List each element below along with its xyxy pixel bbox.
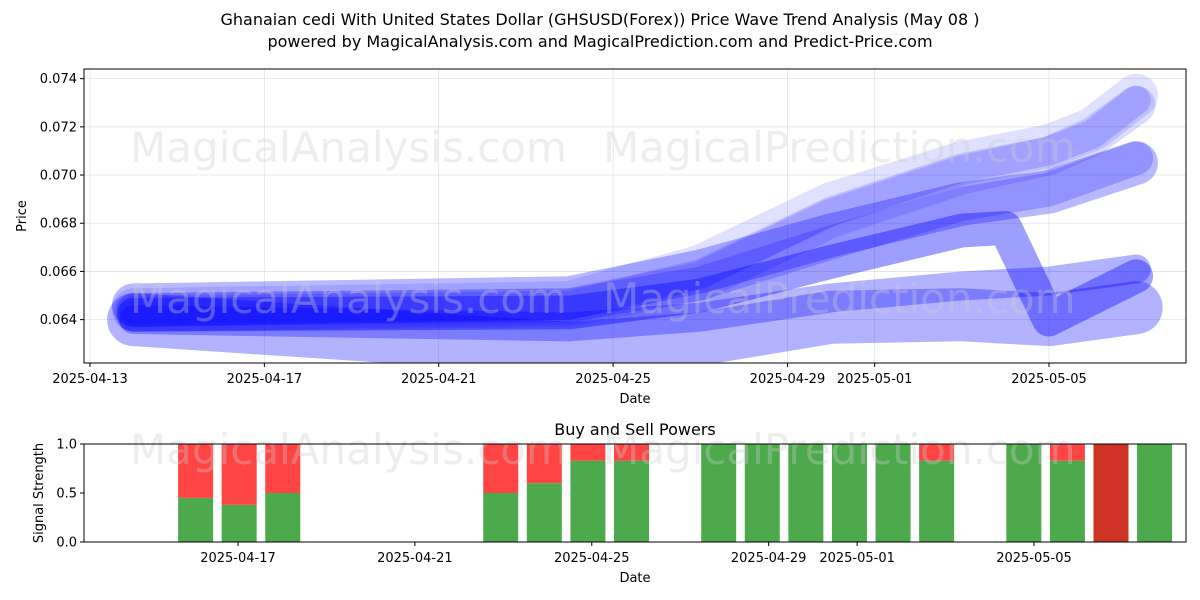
sell-bar bbox=[526, 444, 562, 484]
signal-x-tick-label: 2025-04-17 bbox=[200, 551, 276, 566]
signal-x-ticks: 2025-04-17 2025-04-21 2025-04-25 2025-04-29… bbox=[200, 542, 1072, 566]
buy-bar bbox=[1006, 444, 1042, 542]
buy-bar bbox=[614, 460, 649, 542]
sell-bar bbox=[483, 444, 519, 493]
price-x-tick-label: 2025-04-13 bbox=[52, 372, 128, 387]
price-y-tick-label: 0.072 bbox=[40, 120, 77, 135]
price-x-tick-label: 2025-04-17 bbox=[227, 372, 303, 387]
signal-x-tick-label: 2025-05-05 bbox=[996, 551, 1072, 566]
sell-bar bbox=[221, 444, 257, 505]
buy-bar bbox=[265, 493, 301, 542]
price-waves bbox=[107, 73, 1163, 363]
price-x-tick-label: 2025-04-29 bbox=[750, 372, 826, 387]
buy-bar bbox=[919, 460, 955, 542]
watermark-right-bottom: MagicalPrediction.com bbox=[603, 425, 1076, 474]
sell-bar bbox=[1049, 444, 1085, 461]
sell-bar bbox=[570, 444, 606, 461]
sell-bar bbox=[265, 444, 301, 493]
wave-band-5 bbox=[116, 211, 1154, 337]
buy-bar bbox=[178, 497, 214, 542]
price-x-ticks: 2025-04-13 2025-04-17 2025-04-21 2025-04-25… bbox=[52, 363, 1087, 387]
price-grid bbox=[84, 69, 1186, 363]
price-x-tick-label: 2025-04-21 bbox=[401, 372, 477, 387]
price-y-axis-label: Price bbox=[15, 200, 30, 232]
buy-bar bbox=[831, 444, 867, 542]
chart-subtitle: powered by MagicalAnalysis.com and Magic… bbox=[267, 32, 933, 51]
price-y-tick-label: 0.064 bbox=[40, 313, 77, 328]
signal-y-axis-label: Signal Strength bbox=[32, 443, 47, 543]
wave-band-1 bbox=[114, 85, 1156, 332]
buy-bar bbox=[1049, 460, 1085, 542]
signal-panel: Buy and Sell Powers MagicalAnalysis.com … bbox=[32, 420, 1187, 586]
watermark-right-top: MagicalPrediction.com bbox=[603, 123, 1076, 172]
buy-bar bbox=[1137, 444, 1173, 542]
signal-y-ticks: 0.0 0.5 1.0 bbox=[56, 438, 84, 551]
price-y-tick-label: 0.066 bbox=[40, 265, 77, 280]
chart-title: Ghanaian cedi With United States Dollar … bbox=[220, 10, 980, 29]
watermark-right-mid: MagicalPrediction.com bbox=[603, 274, 1076, 323]
signal-x-tick-label: 2025-04-21 bbox=[377, 551, 453, 566]
signal-x-tick-label: 2025-04-25 bbox=[554, 551, 630, 566]
buy-bar bbox=[483, 493, 519, 542]
wave-band-0 bbox=[111, 73, 1158, 332]
price-x-tick-label: 2025-05-01 bbox=[837, 372, 913, 387]
price-axes-frame bbox=[83, 68, 1187, 364]
sell-bar bbox=[178, 444, 214, 498]
watermark-left-mid: MagicalAnalysis.com bbox=[130, 274, 567, 323]
signal-x-tick-label: 2025-05-01 bbox=[819, 551, 895, 566]
sell-bar bbox=[919, 444, 955, 461]
buy-bar bbox=[701, 444, 737, 542]
price-wave-panel: MagicalAnalysis.com MagicalPrediction.co… bbox=[15, 68, 1187, 407]
price-x-tick-label: 2025-04-25 bbox=[575, 372, 651, 387]
buy-bar bbox=[788, 444, 824, 542]
signal-x-axis-label: Date bbox=[619, 571, 650, 586]
watermark-left-bottom: MagicalAnalysis.com bbox=[130, 425, 567, 474]
signal-panel-title: Buy and Sell Powers bbox=[554, 420, 716, 439]
buy-bar bbox=[744, 444, 780, 542]
buy-bar bbox=[570, 460, 606, 542]
signal-bars bbox=[178, 444, 1173, 542]
signal-x-tick-label: 2025-04-29 bbox=[731, 551, 807, 566]
buy-bar bbox=[221, 504, 257, 542]
wave-band-3 bbox=[116, 141, 1154, 327]
price-y-tick-label: 0.068 bbox=[40, 217, 77, 232]
price-y-ticks: 0.064 0.066 0.068 0.070 0.072 0.074 bbox=[40, 72, 84, 328]
price-y-tick-label: 0.074 bbox=[40, 72, 77, 87]
buy-bar bbox=[875, 444, 911, 542]
wave-band-4 bbox=[111, 141, 1158, 327]
signal-y-tick-label: 1.0 bbox=[56, 438, 77, 453]
wave-band-6 bbox=[119, 254, 1151, 342]
sell-bar bbox=[614, 444, 649, 461]
buy-bar bbox=[526, 483, 562, 542]
price-x-tick-label: 2025-05-05 bbox=[1011, 372, 1087, 387]
watermark-left-top: MagicalAnalysis.com bbox=[130, 123, 567, 172]
wave-band-7 bbox=[107, 281, 1163, 363]
price-y-tick-label: 0.070 bbox=[40, 169, 77, 184]
sell-bar bbox=[1093, 444, 1129, 542]
signal-y-tick-label: 0.5 bbox=[56, 487, 77, 502]
wave-band-2 bbox=[119, 85, 1151, 325]
price-x-axis-label: Date bbox=[619, 392, 650, 407]
signal-y-tick-label: 0.0 bbox=[56, 536, 77, 551]
